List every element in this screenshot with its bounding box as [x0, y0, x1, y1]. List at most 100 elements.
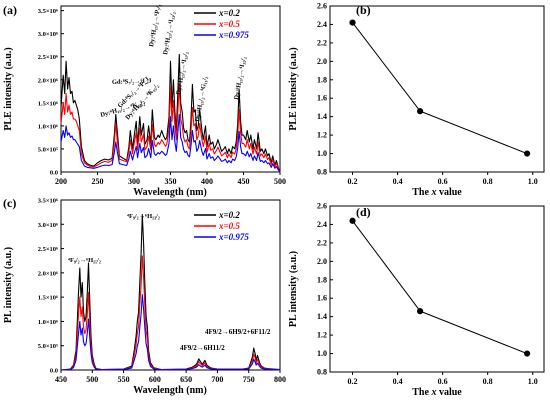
- y-tick-label: 1.8: [317, 275, 327, 284]
- y-tick-label: 1.0×10⁶: [38, 319, 58, 326]
- annotation-c-3: 4F9/2→6H11/2: [180, 344, 225, 352]
- panel-a: (a) 200 250 300 350 400 450 500 0.0 5.0×10⁵ 1.0×1…: [3, 3, 286, 198]
- panel-c-xlabel: Wavelength (nm): [133, 385, 207, 396]
- data-point: [349, 19, 356, 26]
- y-tick-label: 1.8: [317, 75, 327, 84]
- y-tick-label: 2.0: [317, 57, 327, 66]
- panel-a-ylabel: PLE intensity (a.u.): [3, 47, 14, 130]
- y-tick-label: 2.5×10⁶: [38, 246, 58, 253]
- x-tick-label: 450: [238, 177, 250, 186]
- data-point: [417, 108, 424, 115]
- y-tick-label: 0.8: [317, 368, 327, 377]
- panel-c-frame: [60, 199, 281, 371]
- series-line-x02: [60, 53, 281, 173]
- x-tick-label: 700: [211, 375, 223, 384]
- panel-b-ylabel: PLE intensity (a.u.): [288, 47, 299, 130]
- y-tick-label: 2.0×10⁶: [38, 77, 58, 84]
- panel-a-label: (a): [3, 3, 17, 17]
- legend-label-x02: x=0.2: [218, 8, 240, 18]
- x-tick-label: 0.2: [348, 177, 358, 186]
- y-tick-label: 1.5×10⁶: [38, 295, 58, 302]
- panel-b-xlabel: The x value: [412, 187, 462, 198]
- series-line-main: [352, 220, 528, 355]
- panel-c-label: (c): [3, 196, 16, 210]
- panel-d-label: (d): [356, 205, 371, 219]
- panel-c-ylabel: PL intensity (a.u.): [3, 247, 14, 323]
- y-tick-label: 2.2: [317, 38, 327, 47]
- annotation-c-0: ⁴F₉/₂→⁶H₁₅/₂: [68, 257, 101, 264]
- y-tick-label: 2.2: [317, 238, 327, 247]
- panel-c-lines: [60, 214, 281, 371]
- legend-c-label-x02: x=0.2: [218, 210, 240, 220]
- y-tick-label: 2.5×10⁶: [38, 54, 58, 61]
- x-tick-label: 650: [180, 375, 192, 384]
- x-tick-label: 450: [55, 375, 67, 384]
- annotation-a-8: Dy:⁶H₁₅/₂→⁴I₁₅/₂: [233, 56, 247, 100]
- y-tick-label: 1.6: [317, 294, 327, 303]
- panel-a-legend: x=0.2 x=0.5 x=0.975: [194, 8, 249, 40]
- panel-d-ticks: 0.2 0.4 0.6 0.8 1.0 0.8 1.0 1.2 1.4 1.6 1.8 2.0 2.2 2…: [317, 202, 538, 387]
- y-tick-label: 2.0×10⁶: [38, 270, 58, 277]
- annotation-a-4: Dy:⁶H₁₅/₂→⁶P₇/₂: [148, 4, 162, 48]
- x-tick-label: 0.8: [483, 377, 493, 386]
- panel-c-legend: x=0.2 x=0.5 x=0.975: [194, 210, 249, 242]
- legend-label-x05: x=0.5: [218, 19, 240, 29]
- legend-c-label-x0975: x=0.975: [218, 232, 249, 242]
- panel-c: (c) 450 500 550 600 650 700 750 800 0.0 5.0×10⁵ 1.…: [3, 196, 286, 396]
- data-point: [524, 350, 531, 357]
- x-tick-label: 0.4: [393, 177, 403, 186]
- series-line-x0975: [60, 113, 281, 173]
- x-tick-label: 0.4: [393, 377, 403, 386]
- y-tick-label: 1.6: [317, 94, 327, 103]
- x-tick-label: 500: [274, 177, 286, 186]
- x-tick-label: 250: [92, 177, 104, 186]
- panel-c-ticks: 450 500 550 600 650 700 750 800 0.0 5.0×10⁵ 1.0×10…: [38, 198, 286, 385]
- x-tick-label: 200: [55, 177, 67, 186]
- y-tick-label: 3.5×10⁶: [38, 8, 58, 15]
- x-tick-label: 300: [128, 177, 140, 186]
- y-tick-label: 2.6: [317, 2, 327, 11]
- annotation-c-2: 4F9/2→6H9/2+6F11/2: [205, 328, 271, 336]
- data-point: [524, 150, 531, 157]
- series-line-x0975: [60, 294, 281, 371]
- panel-b-lines: [349, 19, 531, 157]
- y-tick-label: 1.0: [317, 349, 327, 358]
- x-tick-label: 800: [274, 375, 286, 384]
- x-tick-label: 0.2: [348, 377, 358, 386]
- panel-b-ticks: 0.2 0.4 0.6 0.8 1.0 0.8 1.0 1.2 1.4 1.6 1.8 2.0 2.2 2…: [317, 2, 538, 187]
- x-tick-label: 0.6: [438, 377, 448, 386]
- panel-d-xlabel: The x value: [412, 387, 462, 398]
- x-tick-label: 0.6: [438, 177, 448, 186]
- y-tick-label: 1.0: [317, 149, 327, 158]
- x-tick-label: 500: [86, 375, 98, 384]
- panel-d-ylabel: PL intensity (a.u.): [288, 251, 299, 327]
- y-tick-label: 1.4: [317, 312, 327, 321]
- series-line-x05: [60, 255, 281, 371]
- series-line-main: [352, 22, 528, 155]
- y-tick-label: 0.8: [317, 168, 327, 177]
- y-tick-label: 3.5×10⁶: [38, 198, 58, 205]
- panel-a-xlabel: Wavelength (nm): [133, 187, 207, 198]
- annotation-a-0: Gd:⁸S₇/₂→⁶I_J: [112, 78, 153, 86]
- y-tick-label: 1.0×10⁶: [38, 123, 58, 130]
- legend-label-x0975: x=0.975: [218, 30, 249, 40]
- x-tick-label: 1.0: [528, 177, 538, 186]
- data-point: [417, 308, 424, 315]
- series-line-x02: [60, 214, 281, 371]
- y-tick-label: 2.4: [317, 220, 327, 229]
- annotation-c-1: ⁴F₉/₂→⁶H₁₃/₂: [127, 213, 160, 220]
- y-tick-label: 2.0: [317, 257, 327, 266]
- panel-c-annotations: ⁴F₉/₂→⁶H₁₅/₂ ⁴F₉/₂→⁶H₁₃/₂ 4F9/2→6H9/2+6F…: [68, 213, 271, 352]
- panel-a-lines: [60, 53, 281, 173]
- y-tick-label: 0.0: [50, 368, 58, 375]
- y-tick-label: 1.5×10⁶: [38, 100, 58, 107]
- panel-b-frame: [329, 5, 545, 173]
- x-tick-label: 750: [243, 375, 255, 384]
- panel-b: (b) 0.2 0.4 0.6 0.8 1.0 0.8 1.0 1.2 1.4 1.6 1.8 2.0…: [288, 2, 545, 198]
- annotation-a-7: Dy:⁶H₁₅/₂→⁴G₁₁/₂: [194, 76, 209, 122]
- annotation-a-5: Dy:⁶H₁₅/₂→⁴I₁₃/₂: [162, 11, 176, 55]
- annotation-a-6: Dy:⁶H₁₅/₂→⁴I₁₁/₂: [175, 51, 189, 95]
- y-tick-label: 1.2: [317, 331, 327, 340]
- y-tick-label: 3.0×10⁶: [38, 222, 58, 229]
- x-tick-label: 0.8: [483, 177, 493, 186]
